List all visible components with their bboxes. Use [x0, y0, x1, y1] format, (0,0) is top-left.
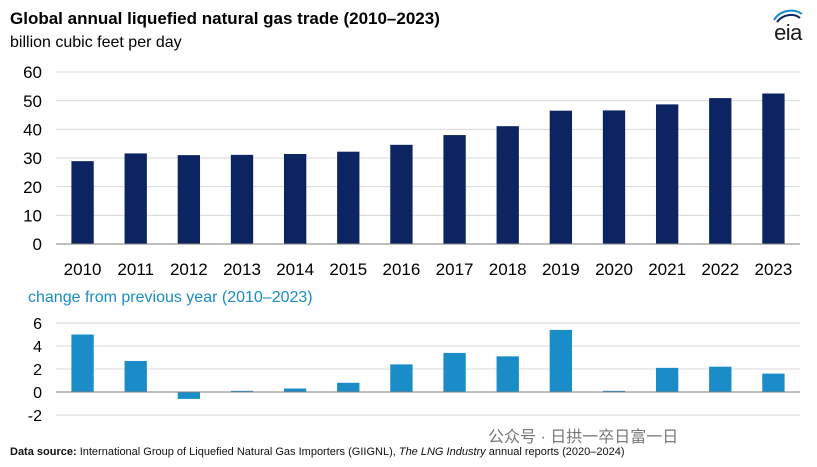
change-ytick-label: 4 [33, 339, 42, 356]
top-xtick-label: 2018 [489, 260, 527, 279]
top-xtick-label: 2010 [64, 260, 102, 279]
chart-subtitle: billion cubic feet per day [10, 34, 182, 51]
change-bar-2018 [496, 356, 519, 392]
eia-logo: eia [768, 6, 808, 46]
top-xtick-label: 2017 [436, 260, 474, 279]
top-ytick-label: 10 [23, 206, 42, 225]
top-ytick-label: 40 [23, 120, 42, 139]
change-bar-2011 [124, 360, 147, 392]
chart-title: Global annual liquefied natural gas trad… [10, 9, 440, 28]
footer-text2: annual reports (2020–2024) [485, 446, 625, 458]
top-bar-2016 [390, 144, 413, 244]
top-bar-2022 [709, 98, 732, 244]
top-bar-2021 [655, 104, 679, 244]
top-bar-2020 [602, 110, 626, 244]
change-bar-2016 [390, 364, 413, 392]
top-bar-2023 [762, 93, 785, 244]
change-bar-2010 [71, 334, 94, 392]
top-xtick-label: 2014 [276, 260, 314, 279]
top-xtick-label: 2021 [648, 260, 686, 279]
top-xtick-label: 2013 [223, 260, 261, 279]
top-chart: 0 10 20 30 40 50 60 2010 2011 2012 2013 2014 2015 201… [23, 63, 800, 279]
change-ytick-label: -2 [28, 408, 42, 425]
watermark: 公众号 · 日拱一卒日富一日 [488, 429, 679, 446]
top-bar-2019 [549, 110, 573, 244]
change-ytick-label: 6 [33, 316, 42, 333]
top-bar-2018 [496, 126, 519, 244]
logo-text: eia [774, 20, 802, 45]
top-xtick-label: 2011 [117, 260, 154, 279]
change-ytick-label: 0 [33, 385, 42, 402]
top-bar-2012 [177, 155, 201, 244]
top-xtick-label: 2016 [383, 260, 421, 279]
top-xtick-label: 2012 [170, 260, 208, 279]
change-bar-2020 [602, 390, 626, 392]
top-bar-2017 [443, 135, 466, 244]
change-bar-2015 [337, 382, 360, 392]
change-ytick-label: 2 [33, 362, 42, 379]
top-ytick-label: 60 [23, 63, 42, 82]
top-bar-2014 [283, 153, 307, 244]
top-xtick-label: 2019 [542, 260, 580, 279]
logo-arcs-icon [773, 9, 803, 23]
top-xtick-label: 2023 [755, 260, 793, 279]
top-xtick-label: 2020 [595, 260, 633, 279]
change-bar-2022 [709, 366, 732, 392]
change-bar-2014 [283, 388, 307, 392]
change-bar-2019 [549, 329, 573, 392]
footer-text1: International Group of Liquefied Natural… [76, 446, 399, 458]
top-bar-2011 [124, 153, 147, 244]
top-ytick-label: 50 [23, 92, 42, 111]
top-bar-2013 [230, 154, 254, 244]
change-bar-2013 [230, 390, 254, 392]
footer-italic: The LNG Industry [398, 446, 486, 458]
change-bar-2021 [655, 367, 679, 392]
top-ytick-label: 0 [33, 235, 42, 254]
top-ytick-label: 30 [23, 149, 42, 168]
change-chart-title: change from previous year (2010–2023) [28, 289, 313, 306]
change-bar-2023 [762, 373, 785, 392]
top-xtick-label: 2022 [701, 260, 739, 279]
change-bar-2017 [443, 352, 466, 392]
footer: Data source: International Group of Liqu… [10, 446, 625, 458]
bottom-chart: -2 0 2 4 6 [28, 316, 800, 425]
change-bar-2012 [177, 392, 201, 399]
top-bar-2010 [71, 161, 94, 244]
top-bar-2015 [337, 151, 360, 244]
top-xtick-label: 2015 [329, 260, 367, 279]
footer-label: Data source: [10, 446, 77, 458]
top-ytick-label: 20 [23, 178, 42, 197]
